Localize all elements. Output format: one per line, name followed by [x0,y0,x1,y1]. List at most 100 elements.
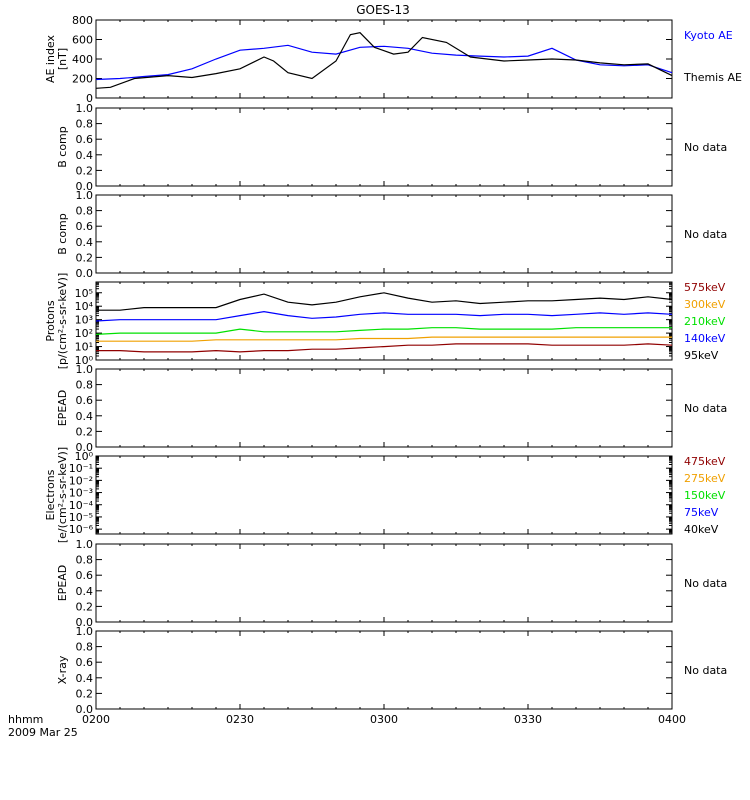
y-tick-label: 0.4 [76,672,94,685]
y-tick-label: 10⁴ [75,300,94,313]
legend-entry: 75keV [684,506,719,519]
series-line-95kev [96,292,673,311]
panel-bcomp2: 0.0 0.2 0.4 0.6 0.8 1.0 B comp No data [56,189,727,280]
panel-xray: 0.0 0.2 0.4 0.6 0.8 1.0 X-ray No data [56,625,727,716]
legend-entry: Kyoto AE [684,29,733,42]
y-tick-label: 400 [72,53,93,66]
y-tick-label: 0.2 [76,600,94,613]
x-tick-label: 0230 [226,713,254,726]
y-tick-label: 0.6 [76,656,94,669]
y-tick-label: 10⁻⁶ [69,523,94,536]
y-tick-label: 0.6 [76,569,94,582]
panel-frame [95,368,673,448]
legend-entry: 150keV [684,489,726,502]
panel-frame [95,543,673,623]
no-data-label: No data [684,664,727,677]
y-tick-label: 0.2 [76,164,94,177]
y-tick-label: 1.0 [76,189,94,202]
y-tick-label: 10⁻³ [69,487,93,500]
y-tick-label: 0.0 [76,703,94,716]
legend-entry: 475keV [684,455,726,468]
legend-entry: 275keV [684,472,726,485]
legend-entry: 140keV [684,332,726,345]
y-axis-label: EPEAD [56,565,69,602]
y-axis-label: [nT] [56,48,69,70]
x-axis-date-label: 2009 Mar 25 [8,726,78,739]
y-tick-label: 800 [72,14,93,27]
y-tick-label: 0.6 [76,133,94,146]
y-tick-label: 0.4 [76,149,94,162]
legend-entry: 40keV [684,523,719,536]
series-line-140kev [95,310,673,322]
y-tick-label: 10⁰ [75,450,94,463]
y-axis-label: AE index [44,34,57,83]
y-tick-label: 10² [75,327,93,340]
y-tick-label: 10⁻¹ [69,462,93,475]
series-line-575kev [96,343,673,353]
y-tick-label: 10⁻⁵ [69,511,93,524]
panel-ae: 0 200 400 600 800 AE index [nT] Kyoto AE Themis … [44,14,742,105]
y-axis-label: Protons [44,300,57,341]
x-tick-label: 0300 [370,713,398,726]
panel-frame [95,630,673,710]
y-axis-label: EPEAD [56,390,69,427]
y-tick-label: 0.2 [76,687,94,700]
y-tick-label: 0.8 [76,641,94,654]
y-tick-label: 10¹ [75,341,93,354]
y-tick-label: 0.4 [76,410,94,423]
y-tick-label: 1.0 [76,102,94,115]
x-tick-label: 0400 [658,713,686,726]
panel-frame [95,194,673,274]
y-tick-label: 10⁻² [69,474,93,487]
y-tick-label: 0.2 [76,425,94,438]
x-axis-hhmm-label: hhmm [8,713,43,726]
y-tick-label: 1.0 [76,625,94,638]
series-line-themis-ae [95,32,673,89]
panels: 0 200 400 600 800 AE index [nT] Kyoto AE Themis … [44,14,742,716]
y-axis-label: B comp [56,213,69,255]
y-tick-label: 0.0 [76,616,94,629]
y-tick-label: 0.8 [76,554,94,567]
panel-epead2: 0.0 0.2 0.4 0.6 0.8 1.0 EPEAD No data [56,538,727,629]
y-tick-label: 10³ [75,314,93,327]
series-line-300kev [96,336,672,342]
y-axis-label: [e/(cm²-s-sr-keV)] [56,447,69,543]
x-tick-label: 0330 [514,713,542,726]
x-tick-label: 0200 [82,713,110,726]
y-tick-label: 0.6 [76,394,94,407]
y-tick-label: 0.0 [76,180,94,193]
y-tick-label: 1.0 [76,538,94,551]
legend-entry: 95keV [684,349,719,362]
y-tick-label: 0.0 [76,267,94,280]
panel-frame [95,107,673,187]
y-tick-label: 0.0 [76,441,94,454]
y-tick-label: 0.8 [76,118,94,131]
y-tick-label: 1.0 [76,363,94,376]
y-axis-label: [p/(cm²-s-sr-keV)] [56,273,69,370]
legend-entry: Themis AE [683,71,742,84]
legend-entry: 210keV [684,315,726,328]
y-tick-label: 10⁻⁴ [69,499,94,512]
panel-bcomp1: 0.0 0.2 0.4 0.6 0.8 1.0 B comp No data [56,102,727,193]
y-axis-label: Electrons [44,469,57,520]
y-tick-label: 0.6 [76,220,94,233]
no-data-label: No data [684,577,727,590]
legend-entry: 575keV [684,281,726,294]
no-data-label: No data [684,402,727,415]
y-tick-label: 0.2 [76,251,94,264]
y-axis-label: X-ray [56,655,69,684]
panel-frame [95,455,673,535]
y-tick-label: 10⁵ [75,287,93,300]
y-tick-label: 0.8 [76,205,94,218]
y-tick-label: 0.4 [76,585,94,598]
panel-frame [95,19,673,99]
y-tick-label: 200 [72,73,93,86]
legend-entry: 300keV [684,298,726,311]
no-data-label: No data [684,141,727,154]
panel-frame [95,281,673,361]
y-axis-label: B comp [56,126,69,168]
